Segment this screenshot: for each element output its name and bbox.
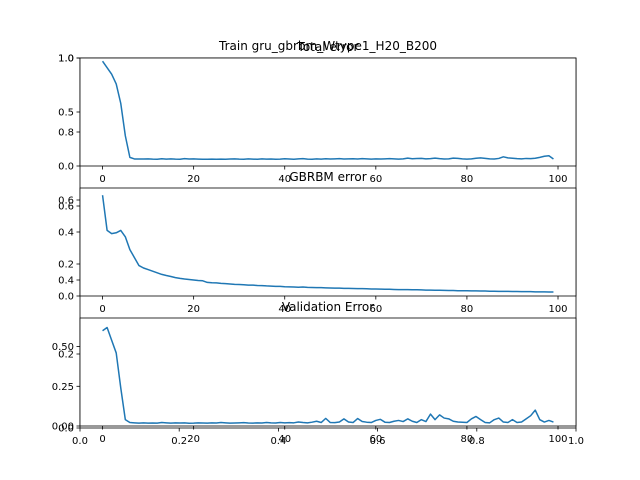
y-tick-label: 0.6	[58, 196, 74, 207]
figure-title: Train gru_gbrbm_Wtype1_H20_B200	[218, 39, 437, 53]
x-tick-label: 0	[99, 174, 105, 185]
outer-x-ticks: 0.0 0.2 0.4 0.6 0.8 1.0	[72, 428, 584, 447]
y-tick-label: 0.00	[52, 422, 74, 433]
x-tick-label: 100	[548, 304, 567, 315]
outer-y-ticks: 0.0 0.2 0.4 0.6 0.8 1.0	[58, 54, 80, 435]
subplot-total-error: Total error 0 20 40 60 80 100 0.0 0.5 1.0	[58, 40, 577, 185]
y-tick-label: 0.5	[58, 108, 74, 119]
outer-y-tick-label: 1.0	[58, 54, 74, 65]
outer-x-tick-label: 0.0	[72, 436, 88, 447]
x-tick-label: 60	[369, 434, 382, 445]
y-tick-label: 1.0	[58, 54, 74, 65]
y-tick-label: 0.4	[58, 228, 74, 239]
subplot-gbrbm-error: GBRBM error 0 20 40 60 80 100 0.0 0.2 0.4 0.6	[58, 170, 577, 315]
x-tick-label: 60	[369, 174, 382, 185]
x-tick-label: 0	[99, 304, 105, 315]
plot-area	[79, 57, 577, 167]
series-line	[101, 195, 554, 293]
x-tick-label: 100	[548, 174, 567, 185]
y-tick-label: 0.2	[58, 260, 74, 271]
x-tick-label: 40	[278, 304, 291, 315]
outer-y-tick-label: 0.8	[58, 128, 74, 139]
outer-y-tick-label: 0.0	[58, 424, 74, 435]
series-line	[101, 60, 554, 161]
x-tick-label: 20	[187, 304, 200, 315]
x-tick-label: 20	[187, 434, 200, 445]
y-tick-label: 0.25	[52, 382, 74, 393]
y-tick-label: 0.0	[58, 162, 74, 173]
x-tick-label: 80	[461, 434, 474, 445]
outer-y-tick-label: 0.6	[58, 202, 74, 213]
x-tick-label: 80	[461, 304, 474, 315]
x-tick-label: 100	[548, 434, 567, 445]
subplot-title: Validation Error	[282, 300, 374, 314]
outer-x-tick-label: 0.6	[370, 436, 386, 447]
subplot-title: Total error	[297, 40, 359, 54]
x-tick-label: 40	[278, 174, 291, 185]
plot-area	[79, 187, 577, 297]
outer-y-tick-label: 0.4	[58, 276, 74, 287]
x-tick-label: 60	[369, 304, 382, 315]
x-tick-label: 0	[99, 434, 105, 445]
subplots: Total error 0 20 40 60 80 100 0.0 0.5 1.0 GBRBM er…	[52, 40, 577, 445]
y-tick-label: 0.50	[52, 342, 74, 353]
series-line	[102, 326, 554, 425]
y-tick-label: 0.0	[58, 292, 74, 303]
x-tick-label: 20	[187, 174, 200, 185]
subplot-title: GBRBM error	[289, 170, 366, 184]
outer-y-tick-label: 0.2	[58, 350, 74, 361]
plot-area	[79, 317, 577, 427]
outer-x-tick-label: 0.2	[171, 436, 187, 447]
outer-x-tick-label: 1.0	[568, 436, 584, 447]
outer-x-tick-label: 0.4	[270, 436, 286, 447]
outer-x-tick-label: 0.8	[469, 436, 485, 447]
x-tick-label: 40	[278, 434, 291, 445]
x-tick-label: 80	[461, 174, 474, 185]
